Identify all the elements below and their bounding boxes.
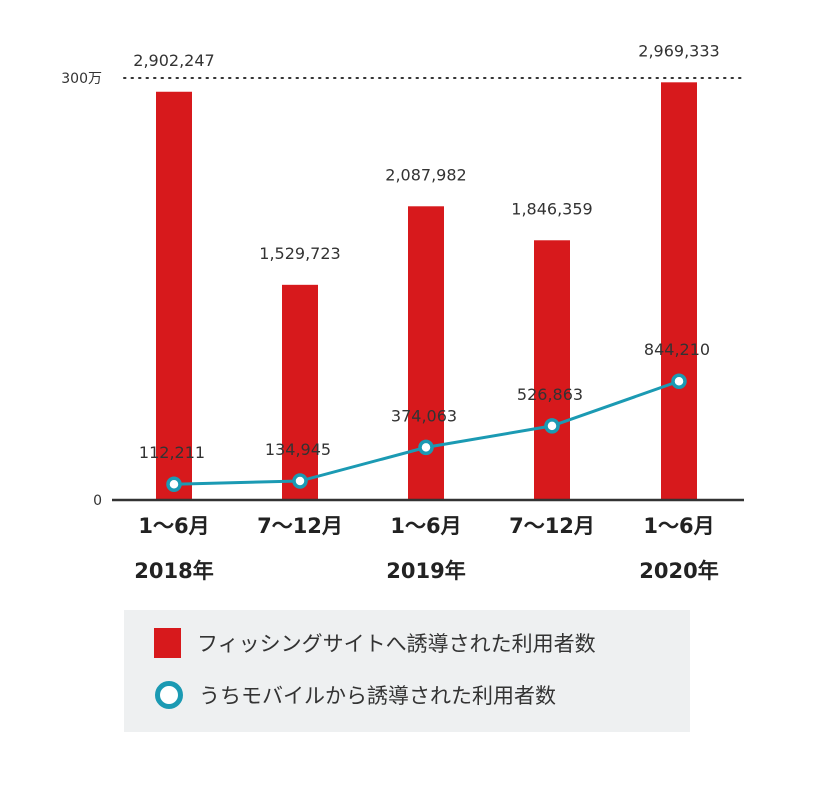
year-label: 2018年 [134, 559, 213, 583]
category-label: 1〜6月 [643, 514, 714, 538]
legend-item-bar: フィッシングサイトへ誘導された利用者数 [154, 628, 596, 658]
category-label: 7〜12月 [509, 514, 595, 538]
bar-value-label: 2,969,333 [638, 41, 719, 60]
line-value-label: 374,063 [391, 406, 457, 425]
bar [282, 284, 318, 500]
line-point [544, 418, 560, 434]
category-label: 7〜12月 [257, 514, 343, 538]
legend-label-line: うちモバイルから誘導された利用者数 [199, 684, 556, 708]
bar-value-label: 2,087,982 [385, 165, 466, 184]
category-label: 1〜6月 [390, 514, 461, 538]
bar-value-label: 2,902,247 [133, 51, 214, 70]
year-label: 2019年 [386, 559, 465, 583]
chart-area: 0 300万 2,902,247 1,529,723 2,087,982 1,846,35… [61, 41, 745, 583]
bar [408, 206, 444, 500]
bar-value-label: 1,529,723 [259, 244, 340, 263]
bar [661, 82, 697, 500]
line-point [166, 476, 182, 492]
line-value-label: 134,945 [265, 440, 331, 459]
bar [156, 91, 192, 501]
line-value-label: 844,210 [644, 340, 710, 359]
legend: フィッシングサイトへ誘導された利用者数 うちモバイルから誘導された利用者数 [124, 610, 690, 732]
line-point [292, 473, 308, 489]
bar [534, 240, 570, 500]
legend-swatch-circle [155, 681, 183, 709]
bar-value-label: 1,846,359 [511, 199, 592, 218]
line-value-label: 112,211 [139, 443, 205, 462]
legend-item-line: うちモバイルから誘導された利用者数 [154, 680, 556, 710]
legend-swatch-bar [154, 628, 181, 658]
y-tick-label: 0 [93, 493, 102, 509]
category-label: 1〜6月 [138, 514, 209, 538]
legend-label-bar: フィッシングサイトへ誘導された利用者数 [197, 632, 596, 656]
line-point [418, 439, 434, 456]
line-value-label: 526,863 [517, 385, 583, 404]
year-label: 2020年 [639, 559, 718, 583]
y-tick-label: 300万 [61, 71, 102, 87]
line-point [671, 373, 687, 389]
